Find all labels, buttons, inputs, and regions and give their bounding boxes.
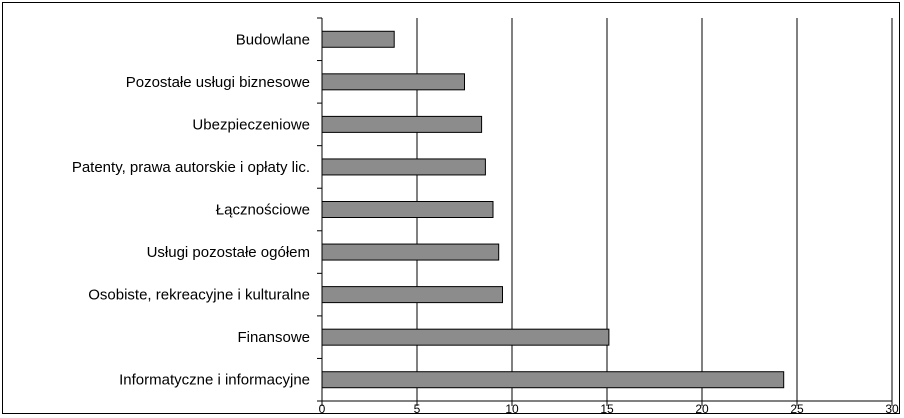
bar [321, 371, 785, 389]
category-label: Ubezpieczeniowe [192, 116, 310, 133]
category-label: Budowlane [236, 31, 310, 48]
category-label: Osobiste, rekreacyjne i kulturalne [88, 287, 310, 304]
x-tick-label: 5 [414, 402, 421, 416]
bars [321, 30, 785, 389]
bar [321, 73, 465, 91]
category-labels: Budowlane Pozostałe usługi biznesowe Ubezp… [72, 31, 310, 388]
x-tick-label: 10 [505, 402, 519, 416]
x-tick-label: 0 [319, 402, 326, 416]
x-tick-label: 30 [885, 402, 899, 416]
axes [317, 17, 893, 406]
bar [321, 115, 483, 133]
x-tick-labels: 0 5 10 15 20 25 30 [319, 402, 899, 416]
bar [321, 243, 500, 261]
category-label: Finansowe [237, 329, 310, 346]
bar [321, 30, 395, 48]
x-tick-label: 20 [695, 402, 709, 416]
category-label: Łącznościowe [216, 202, 310, 219]
category-label: Patenty, prawa autorskie i opłaty lic. [72, 159, 310, 176]
category-label: Informatyczne i informacyjne [119, 372, 310, 389]
category-label: Pozostałe usługi biznesowe [126, 74, 310, 91]
bar [321, 158, 486, 176]
bar [321, 286, 503, 304]
x-tick-label: 25 [790, 402, 804, 416]
bar [321, 201, 494, 218]
x-tick-label: 15 [600, 402, 614, 416]
bar [321, 328, 610, 346]
category-label: Usługi pozostałe ogółem [147, 244, 310, 261]
